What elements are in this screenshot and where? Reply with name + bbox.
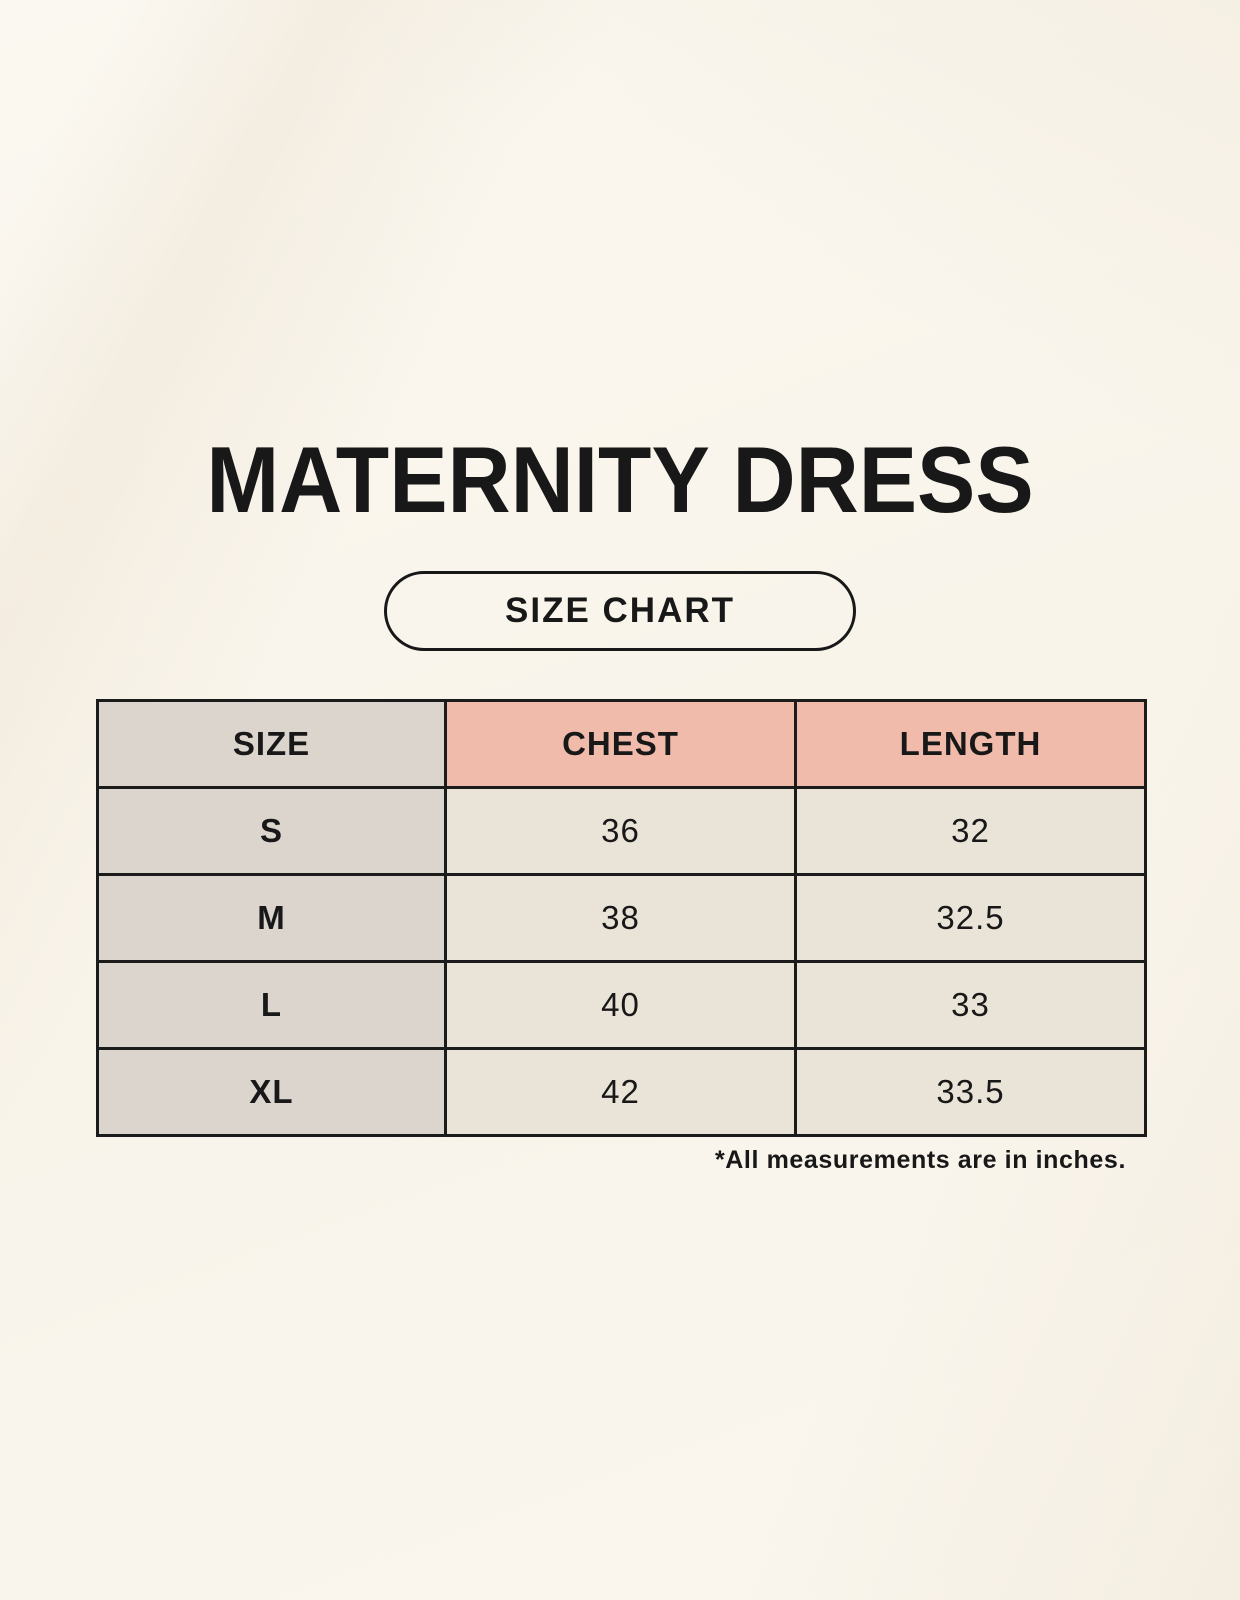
header-cell-chest: CHEST: [444, 699, 797, 789]
cell-chest-l: 40: [444, 960, 797, 1050]
cell-chest-s: 36: [444, 786, 797, 876]
table-row: S 36 32: [96, 786, 1147, 876]
header-cell-length: LENGTH: [794, 699, 1147, 789]
cell-chest-xl: 42: [444, 1047, 797, 1137]
cell-chest-m: 38: [444, 873, 797, 963]
measurements-footnote: *All measurements are in inches.: [714, 1146, 1126, 1174]
table-header-row: SIZE CHEST LENGTH: [96, 699, 1147, 789]
table-row: L 40 33: [96, 960, 1147, 1050]
cell-size-m: M: [96, 873, 447, 963]
size-chart-table: SIZE CHEST LENGTH S 36 32 M 38 32.5 L 40…: [96, 699, 1147, 1137]
table-row: XL 42 33.5: [96, 1047, 1147, 1137]
table-row: M 38 32.5: [96, 873, 1147, 963]
cell-length-s: 32: [794, 786, 1147, 876]
cell-size-xl: XL: [96, 1047, 447, 1137]
header-cell-size: SIZE: [96, 699, 447, 789]
page-title: MATERNITY DRESS: [206, 427, 1034, 532]
cell-length-l: 33: [794, 960, 1147, 1050]
size-chart-button[interactable]: SIZE CHART: [384, 571, 856, 651]
cell-length-xl: 33.5: [794, 1047, 1147, 1137]
cell-size-s: S: [96, 786, 447, 876]
cell-length-m: 32.5: [794, 873, 1147, 963]
cell-size-l: L: [96, 960, 447, 1050]
